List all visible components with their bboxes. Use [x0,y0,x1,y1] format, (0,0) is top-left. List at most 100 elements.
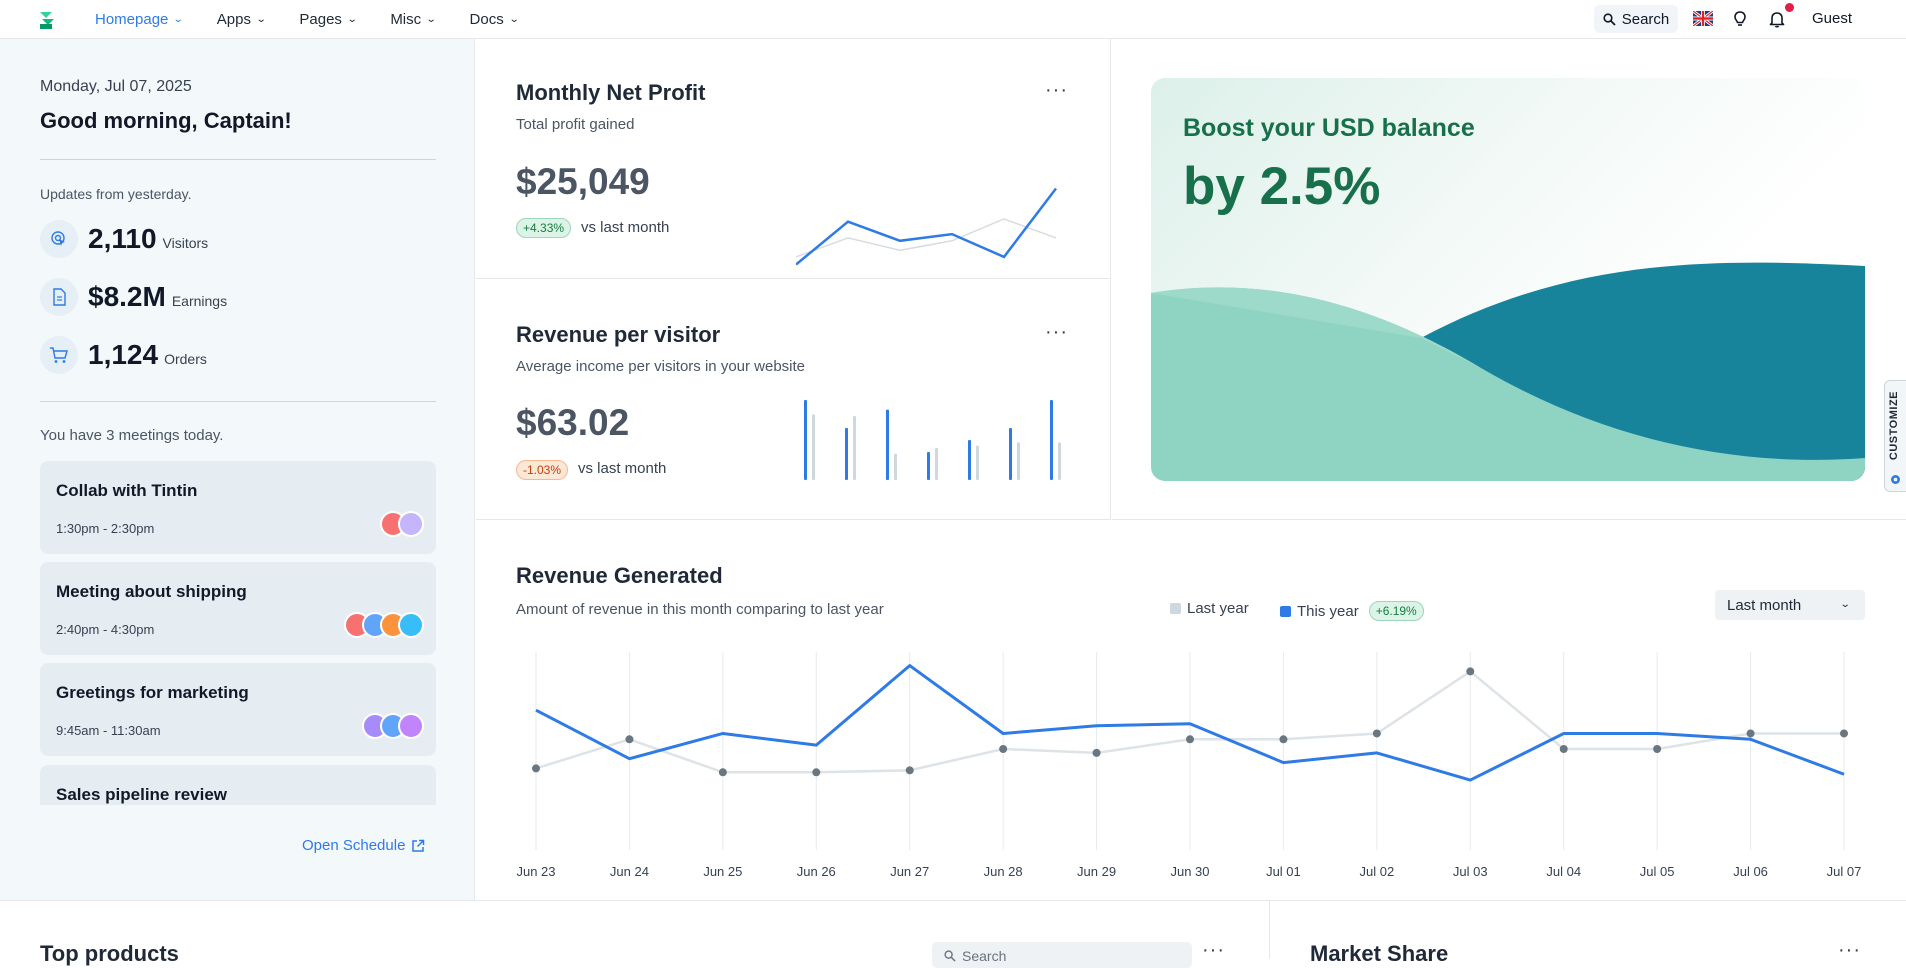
x-tick-label: Jul 02 [1360,864,1395,879]
nav-label: Apps [216,11,251,28]
bar-this [886,409,889,480]
divider [40,159,436,160]
gear-icon [1891,475,1900,484]
more-options-icon[interactable]: ··· [1045,79,1068,101]
meeting-time: 9:45am - 11:30am [56,723,161,738]
attendee-avatars [344,612,424,638]
point-last-year [1840,729,1848,738]
chevron-down-icon: ⌄ [255,14,267,25]
profit-sparkline [796,187,1057,266]
bar-this [1009,428,1012,480]
meeting-title: Meeting about shipping [56,582,247,601]
x-tick-label: Jul 06 [1733,864,1768,879]
meeting-title: Greetings for marketing [56,683,249,702]
revenue-line-chart: Jun 23 Jun 24 Jun 25 Jun 26 Jun 27 Jun 28 Jun … [516,652,1861,879]
nav-item-docs[interactable]: Docs ⌄ [470,11,520,28]
point-last-year [1653,745,1662,753]
legend-label: This year [1297,602,1359,620]
point-last-year [1186,735,1194,744]
avatar [398,511,424,537]
search-icon [1603,12,1616,26]
meeting-title: Sales pipeline review [56,785,228,804]
chevron-down-icon: ⌄ [508,14,520,25]
more-options-icon[interactable]: ··· [1202,939,1225,961]
bottom-section: Top products Search ··· Market Share ··· [0,900,1906,968]
external-link-icon [412,839,425,852]
period-label: Last month [1727,596,1802,614]
legend-this-year: This year +6.19% [1280,601,1424,621]
card-subtitle: Average income per visitors in your webs… [516,358,806,375]
point-last-year [625,735,634,744]
meeting-card[interactable]: Collab with Tintin 1:30pm - 2:30pm [40,461,436,554]
chevron-down-icon: ⌄ [1839,599,1851,610]
comparison-label: vs last month [581,219,670,236]
cart-icon [40,336,78,374]
meeting-card[interactable]: Greetings for marketing 9:45am - 11:30am [40,663,436,756]
point-last-year [905,766,914,775]
nav-item-homepage[interactable]: Homepage ⌄ [95,11,184,28]
change-badge: +6.19% [1368,601,1424,621]
meeting-card[interactable]: Meeting about shipping 2:40pm - 4:30pm [40,562,436,655]
sparkline-last [796,218,1057,258]
products-search-input[interactable]: Search [932,942,1192,968]
bar-this [1050,400,1053,480]
updates-label: Updates from yesterday. [40,186,192,202]
logo-icon[interactable] [38,10,56,30]
lightbulb-icon[interactable] [1730,9,1750,29]
bar-this [804,400,807,480]
nav-item-pages[interactable]: Pages ⌄ [299,11,357,28]
stat-label: Earnings [171,293,228,309]
meetings-label: You have 3 meetings today. [40,427,224,444]
stat-value: $8.2M [88,281,166,312]
avatar [398,612,424,638]
attendee-avatars [362,713,424,739]
change-badge: -1.03% [516,460,569,480]
open-schedule-link[interactable]: Open Schedule [302,837,425,854]
user-menu[interactable]: Guest [1812,10,1853,27]
customize-tab[interactable]: CUSTOMIZE [1884,380,1906,492]
x-tick-label: Jun 29 [1077,864,1116,879]
point-last-year [532,764,540,773]
x-tick-label: Jun 25 [703,864,742,879]
card-subtitle: Amount of revenue in this month comparin… [516,601,884,618]
bar-last [1058,442,1061,480]
meeting-card[interactable]: Sales pipeline review [40,765,436,805]
current-date: Monday, Jul 07, 2025 [40,78,192,95]
promo-heading: Boost your USD balance [1183,114,1475,142]
x-tick-label: Jun 26 [797,864,836,879]
point-last-year [1372,729,1381,738]
bar-last [853,416,856,480]
divider [40,401,436,402]
nav-item-apps[interactable]: Apps ⌄ [216,11,267,28]
x-tick-label: Jun 28 [984,864,1023,879]
revenue-generated-card: Revenue Generated Amount of revenue in t… [476,520,1906,900]
divider [1269,901,1270,959]
nav-item-misc[interactable]: Misc ⌄ [390,11,437,28]
x-tick-label: Jul 05 [1640,864,1675,879]
bar-last [894,453,897,480]
legend-last-year: Last year [1170,600,1249,617]
rpv-sparkbars [804,400,1061,480]
bar-last [812,414,815,480]
more-options-icon[interactable]: ··· [1045,321,1068,343]
more-options-icon[interactable]: ··· [1838,939,1861,961]
open-schedule-label: Open Schedule [302,837,406,854]
point-last-year [1559,745,1568,753]
main-nav: Homepage ⌄ Apps ⌄ Pages ⌄ Misc ⌄ Docs ⌄ [95,0,520,39]
stat-orders: 1,124 Orders [40,336,207,374]
search-placeholder: Search [962,948,1007,964]
uk-flag-icon[interactable] [1693,11,1713,26]
card-title: Revenue per visitor [516,322,721,347]
promo-banner[interactable]: Boost your USD balance by 2.5% [1151,78,1865,481]
avatar [398,713,424,739]
x-tick-label: Jul 01 [1266,864,1301,879]
bell-icon[interactable] [1767,9,1787,29]
chevron-down-icon: ⌄ [425,14,437,25]
search-button[interactable]: Search [1594,5,1678,33]
customize-label: CUSTOMIZE [1888,391,1900,461]
stat-label: Orders [164,351,207,367]
notification-dot [1785,3,1794,12]
legend-swatch [1280,605,1291,617]
cursor-click-icon [40,220,78,258]
period-select[interactable]: Last month ⌄ [1715,590,1865,620]
